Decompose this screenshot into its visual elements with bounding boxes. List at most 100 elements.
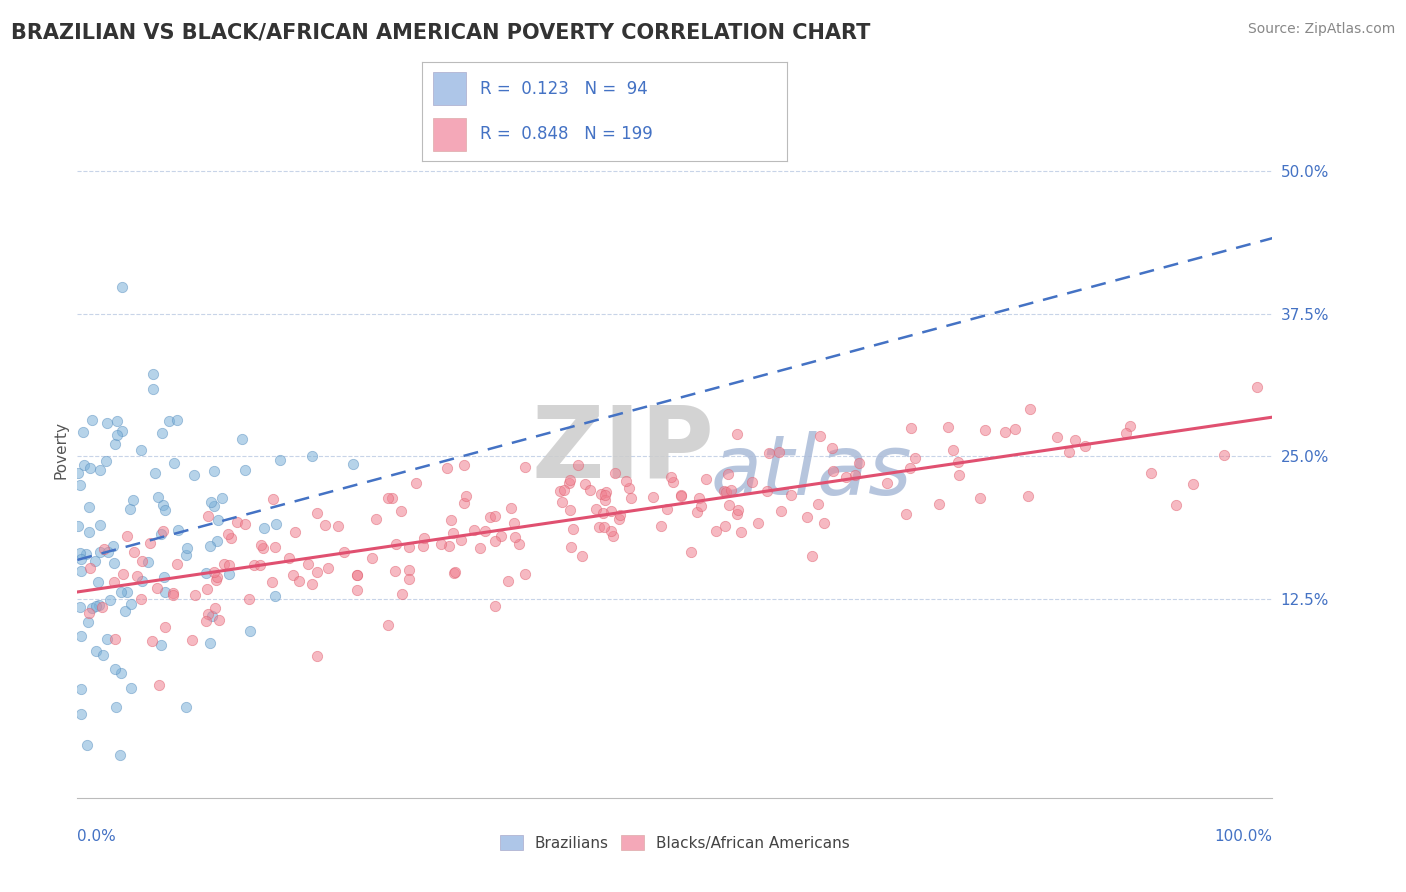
Point — [204, 600, 226, 615]
Point — [89, 463, 111, 477]
Point — [69, 478, 91, 492]
Point — [264, 540, 287, 554]
Point — [503, 530, 526, 544]
Point — [384, 537, 406, 551]
Point — [474, 524, 496, 539]
Point — [558, 503, 581, 517]
Point — [77, 615, 100, 629]
Point — [162, 586, 184, 600]
Point — [725, 427, 748, 442]
Point — [79, 561, 101, 575]
Point — [80, 600, 103, 615]
Point — [70, 682, 93, 697]
Point — [70, 551, 93, 566]
Point — [66, 519, 89, 533]
Point — [200, 539, 222, 553]
Point — [233, 462, 256, 476]
Point — [454, 489, 477, 503]
Point — [197, 508, 219, 523]
Point — [283, 567, 305, 582]
Point — [184, 589, 207, 603]
Point — [219, 532, 242, 546]
Point — [143, 467, 166, 481]
Point — [127, 569, 149, 583]
Point — [686, 505, 709, 519]
Point — [669, 489, 692, 503]
Point — [183, 468, 205, 483]
Point — [717, 467, 740, 481]
Point — [117, 529, 139, 543]
Point — [704, 524, 727, 539]
Point — [121, 681, 143, 696]
Point — [124, 545, 146, 559]
Point — [195, 614, 218, 628]
Point — [79, 500, 101, 514]
Point — [600, 504, 623, 518]
Text: 0.0%: 0.0% — [77, 829, 117, 844]
Point — [252, 541, 274, 555]
Point — [441, 525, 464, 540]
Point — [553, 483, 575, 498]
Point — [153, 620, 176, 634]
Point — [928, 497, 950, 511]
Point — [288, 574, 311, 588]
Point — [669, 488, 692, 502]
Point — [717, 498, 740, 512]
Point — [489, 529, 512, 543]
Point — [262, 492, 284, 507]
Text: Source: ZipAtlas.com: Source: ZipAtlas.com — [1247, 22, 1395, 37]
Point — [1212, 448, 1234, 462]
Point — [84, 554, 107, 568]
Point — [595, 485, 617, 500]
Point — [688, 491, 710, 506]
Point — [162, 456, 184, 470]
Point — [328, 519, 350, 533]
Point — [91, 600, 114, 615]
Point — [110, 585, 132, 599]
Point — [713, 519, 735, 533]
Point — [314, 517, 336, 532]
Point — [239, 624, 262, 638]
Point — [602, 528, 624, 542]
Point — [768, 444, 790, 458]
Point — [152, 524, 174, 539]
Bar — [433, 72, 465, 104]
Point — [157, 414, 180, 428]
Point — [405, 476, 427, 491]
Point — [609, 508, 631, 522]
Point — [1246, 380, 1268, 394]
Point — [218, 558, 240, 572]
Point — [253, 521, 276, 535]
Point — [942, 442, 965, 457]
Point — [796, 509, 818, 524]
Point — [105, 427, 128, 442]
Point — [641, 491, 664, 505]
Point — [141, 633, 163, 648]
Point — [96, 416, 118, 430]
Point — [207, 570, 229, 584]
Point — [484, 599, 506, 614]
Point — [87, 575, 110, 590]
Text: atlas: atlas — [711, 431, 912, 512]
Point — [79, 460, 101, 475]
Point — [91, 648, 114, 662]
Point — [1046, 430, 1069, 444]
Point — [305, 506, 328, 520]
Point — [146, 581, 169, 595]
Point — [93, 542, 115, 557]
Point — [120, 597, 142, 611]
Point — [780, 488, 803, 502]
Point — [730, 524, 752, 539]
Point — [725, 508, 748, 522]
Point — [342, 457, 364, 471]
Point — [243, 558, 266, 573]
Point — [305, 565, 328, 579]
Point — [70, 629, 93, 643]
Point — [398, 540, 420, 554]
Point — [844, 467, 866, 482]
Point — [346, 568, 368, 582]
Point — [129, 442, 152, 457]
Point — [149, 638, 172, 652]
Point — [1140, 466, 1163, 480]
Point — [807, 497, 830, 511]
